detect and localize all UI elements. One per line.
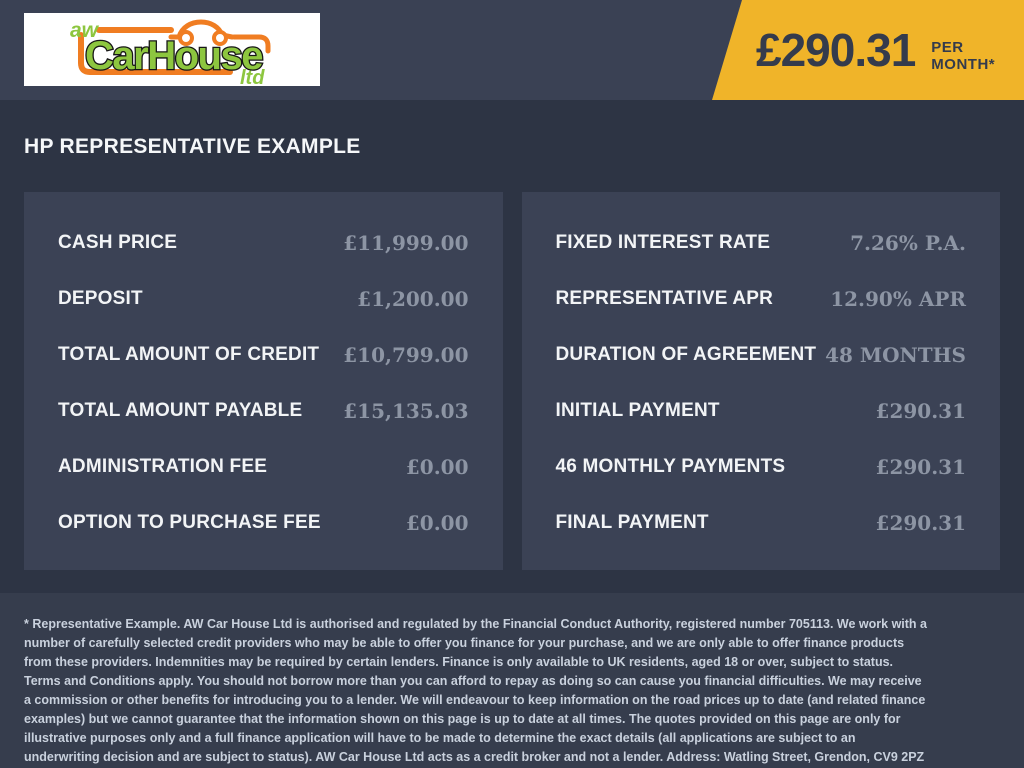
finance-panels: CASH PRICE £11,999.00 DEPOSIT £1,200.00 … xyxy=(24,192,1000,570)
finance-row: DEPOSIT £1,200.00 xyxy=(58,271,469,327)
finance-label: FIXED INTEREST RATE xyxy=(555,232,771,253)
finance-value: 7.26% P.A. xyxy=(850,231,966,255)
car-icon xyxy=(168,19,271,54)
finance-label: REPRESENTATIVE APR xyxy=(555,288,774,309)
logo-bracket-left xyxy=(78,32,233,75)
finance-row: TOTAL AMOUNT PAYABLE £15,135.03 xyxy=(58,383,469,439)
finance-panel-right: FIXED INTEREST RATE 7.26% P.A. REPRESENT… xyxy=(521,192,1000,570)
legal-footer: * Representative Example. AW Car House L… xyxy=(0,593,1024,768)
finance-label: INITIAL PAYMENT xyxy=(555,400,720,421)
finance-value: 12.90% APR xyxy=(830,287,966,311)
finance-label: TOTAL AMOUNT PAYABLE xyxy=(58,400,303,421)
finance-row: REPRESENTATIVE APR 12.90% APR xyxy=(556,271,967,327)
page-title: HP REPRESENTATIVE EXAMPLE xyxy=(24,135,361,158)
monthly-price-banner: £290.31 PER MONTH* xyxy=(712,0,1024,100)
finance-value: £290.31 xyxy=(875,455,966,479)
finance-row: TOTAL AMOUNT OF CREDIT £10,799.00 xyxy=(58,327,469,383)
finance-row: ADMINISTRATION FEE £0.00 xyxy=(58,439,469,495)
finance-example-section: HP REPRESENTATIVE EXAMPLE CASH PRICE £11… xyxy=(0,100,1024,593)
logo-ltd-text: ltd xyxy=(240,67,265,86)
finance-label: DEPOSIT xyxy=(58,288,143,309)
finance-value: £290.31 xyxy=(875,399,966,423)
finance-label: 46 MONTHLY PAYMENTS xyxy=(555,456,786,477)
dealer-logo: aw CarHouse ltd xyxy=(24,13,320,86)
finance-row: OPTION TO PURCHASE FEE £0.00 xyxy=(58,495,469,551)
finance-row: INITIAL PAYMENT £290.31 xyxy=(556,383,967,439)
finance-value: £1,200.00 xyxy=(357,287,469,311)
finance-value: £15,135.03 xyxy=(343,399,469,423)
finance-label: DURATION OF AGREEMENT xyxy=(555,344,817,365)
finance-value: £0.00 xyxy=(405,455,469,479)
representative-example-smallprint: * Representative Example. AW Car House L… xyxy=(24,617,927,764)
logo-name-text: CarHouse xyxy=(85,34,262,78)
finance-row: FIXED INTEREST RATE 7.26% P.A. xyxy=(556,215,967,271)
monthly-price-suffix: PER MONTH* xyxy=(931,39,996,73)
monthly-price-amount: £290.31 xyxy=(756,24,916,76)
finance-label: FINAL PAYMENT xyxy=(555,512,709,533)
finance-row: CASH PRICE £11,999.00 xyxy=(58,215,469,271)
finance-label: TOTAL AMOUNT OF CREDIT xyxy=(58,344,320,365)
finance-value: £0.00 xyxy=(405,511,469,535)
carhouse-logo-icon: aw CarHouse ltd xyxy=(70,19,271,86)
finance-value: £290.31 xyxy=(875,511,966,535)
finance-value: 48 MONTHS xyxy=(825,343,966,367)
finance-value: £11,999.00 xyxy=(343,231,469,255)
finance-row: FINAL PAYMENT £290.31 xyxy=(556,495,967,551)
logo-aw-text: aw xyxy=(70,19,100,42)
finance-row: DURATION OF AGREEMENT 48 MONTHS xyxy=(556,327,967,383)
finance-label: ADMINISTRATION FEE xyxy=(58,456,268,477)
page-header: aw CarHouse ltd £290.31 PER MONTH* xyxy=(0,0,1024,100)
finance-panel-left: CASH PRICE £11,999.00 DEPOSIT £1,200.00 … xyxy=(24,192,503,570)
finance-label: OPTION TO PURCHASE FEE xyxy=(58,512,321,533)
finance-row: 46 MONTHLY PAYMENTS £290.31 xyxy=(556,439,967,495)
finance-label: CASH PRICE xyxy=(58,232,178,253)
finance-value: £10,799.00 xyxy=(343,343,469,367)
